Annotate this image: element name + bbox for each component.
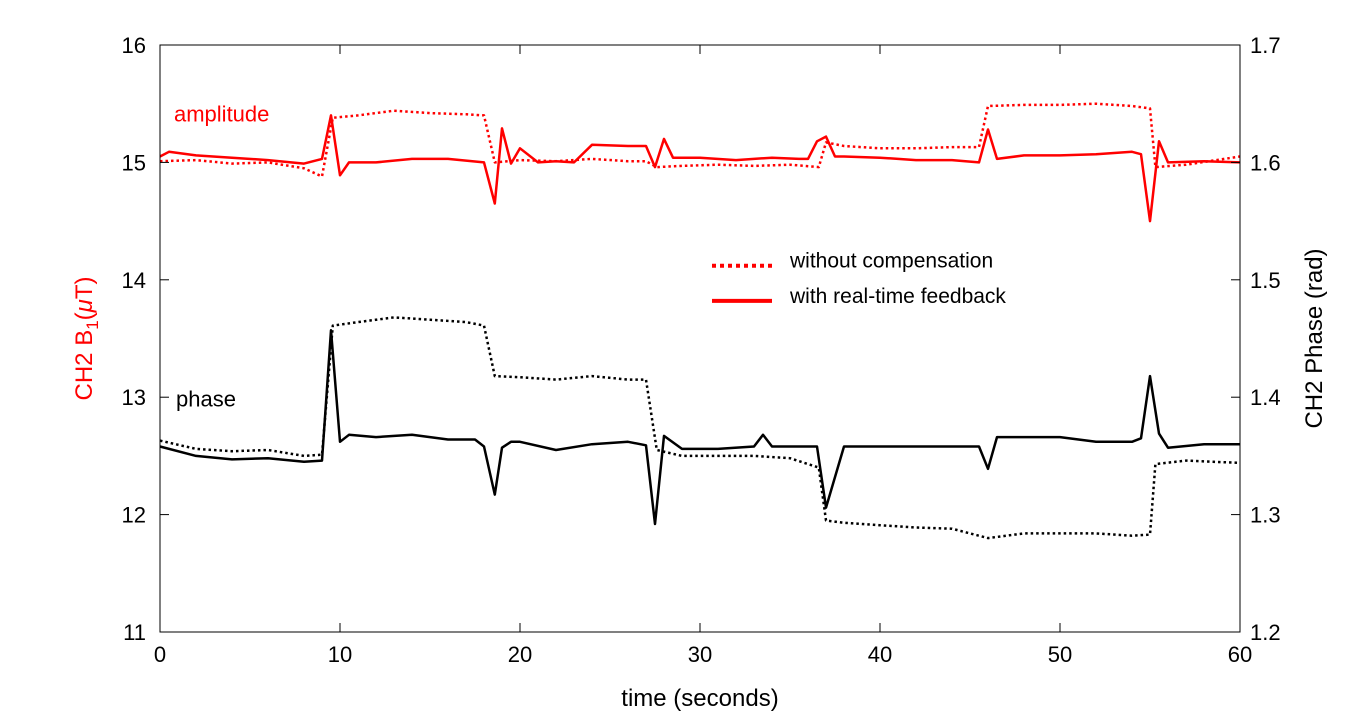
y-left-tick-label: 13	[122, 385, 146, 410]
y-left-tick-label: 11	[123, 620, 146, 645]
x-tick-label: 30	[688, 642, 712, 667]
series-layer	[159, 102, 1241, 540]
y-right-tick-label: 1.4	[1250, 385, 1281, 410]
x-tick-label: 20	[508, 642, 532, 667]
amplitude-solid-line	[159, 114, 1241, 223]
y-left-title-unit: T)	[71, 277, 98, 300]
y-right-tick-label: 1.5	[1250, 268, 1281, 293]
x-tick-label: 50	[1048, 642, 1072, 667]
y-left-tick-label: 15	[122, 150, 146, 175]
legend: without compensation with real-time feed…	[712, 250, 1006, 308]
y-axis-right-title: CH2 Phase (rad)	[1301, 248, 1328, 428]
x-tick-label: 10	[328, 642, 352, 667]
plot-frame	[159, 44, 1241, 633]
phase-dotted-line	[159, 316, 1241, 540]
phase-solid-line	[159, 329, 1240, 526]
y-left-tick-label: 14	[122, 268, 146, 293]
y-right-tick-label: 1.3	[1250, 503, 1281, 528]
y-left-tick-label: 16	[122, 33, 146, 58]
y-left-title-mu: μ	[71, 299, 98, 313]
ticks-layer: 0 10 20 30 40 50 60 11 12 13 14 15 16 1.2 1.3 1.4 1.5 1.6…	[122, 33, 1281, 667]
x-tick-label: 60	[1228, 642, 1252, 667]
amplitude-dotted-line	[159, 102, 1241, 178]
legend-label-with-real-time-feedback: with real-time feedback	[789, 285, 1006, 308]
y-left-title-open-paren: (	[71, 312, 98, 320]
y-left-title-subscript: 1	[83, 320, 102, 329]
y-right-tick-label: 1.6	[1250, 150, 1281, 175]
x-tick-label: 0	[154, 642, 166, 667]
y-right-tick-label: 1.7	[1250, 33, 1281, 58]
y-left-tick-label: 12	[122, 503, 146, 528]
y-right-tick-label: 1.2	[1250, 620, 1281, 645]
y-axis-left-title: CH2 B1(μT)	[71, 277, 102, 401]
legend-label-without-compensation: without compensation	[789, 250, 993, 273]
x-axis-title: time (seconds)	[621, 685, 778, 712]
amplitude-annotation: amplitude	[174, 101, 269, 126]
phase-annotation: phase	[176, 387, 236, 412]
y-left-title-prefix: CH2 B	[71, 330, 98, 401]
x-tick-label: 40	[868, 642, 892, 667]
